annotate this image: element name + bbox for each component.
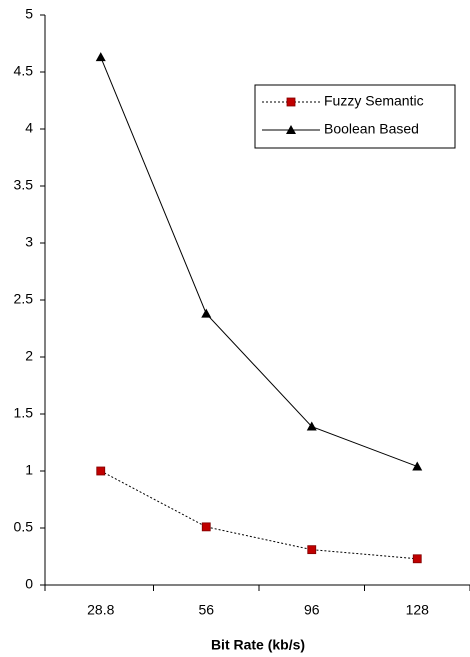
point bbox=[201, 522, 211, 532]
point bbox=[412, 554, 422, 564]
x-tick-label: 28.8 bbox=[87, 602, 114, 618]
y-tick-label: 2.5 bbox=[14, 291, 34, 307]
y-tick-label: 4.5 bbox=[14, 63, 34, 79]
series-line bbox=[100, 470, 418, 560]
point bbox=[306, 421, 317, 431]
x-axis-title: Bit Rate (kb/s) bbox=[211, 637, 305, 653]
y-tick-label: 4 bbox=[25, 120, 33, 136]
y-tick-label: 3 bbox=[25, 234, 33, 250]
point bbox=[96, 466, 106, 476]
legend bbox=[254, 84, 456, 149]
series-line bbox=[100, 56, 418, 467]
y-tick-label: 2 bbox=[25, 348, 33, 364]
point bbox=[412, 461, 423, 471]
point bbox=[307, 545, 317, 555]
y-tick-label: 1.5 bbox=[14, 405, 34, 421]
y-tick-label: 5 bbox=[25, 6, 33, 22]
x-tick-label: 96 bbox=[304, 602, 320, 618]
y-tick-label: 0.5 bbox=[14, 519, 34, 535]
legend-marker bbox=[286, 125, 296, 134]
legend-marker bbox=[286, 97, 296, 107]
x-tick-label: 56 bbox=[198, 602, 214, 618]
x-tick-label: 128 bbox=[406, 602, 430, 618]
y-tick-label: 3.5 bbox=[14, 177, 34, 193]
y-tick-label: 1 bbox=[25, 462, 33, 478]
legend-label: Fuzzy Semantic bbox=[324, 93, 424, 109]
point bbox=[201, 308, 212, 318]
legend-label: Boolean Based bbox=[324, 121, 419, 137]
y-tick-label: 0 bbox=[25, 576, 33, 592]
point bbox=[95, 52, 106, 62]
